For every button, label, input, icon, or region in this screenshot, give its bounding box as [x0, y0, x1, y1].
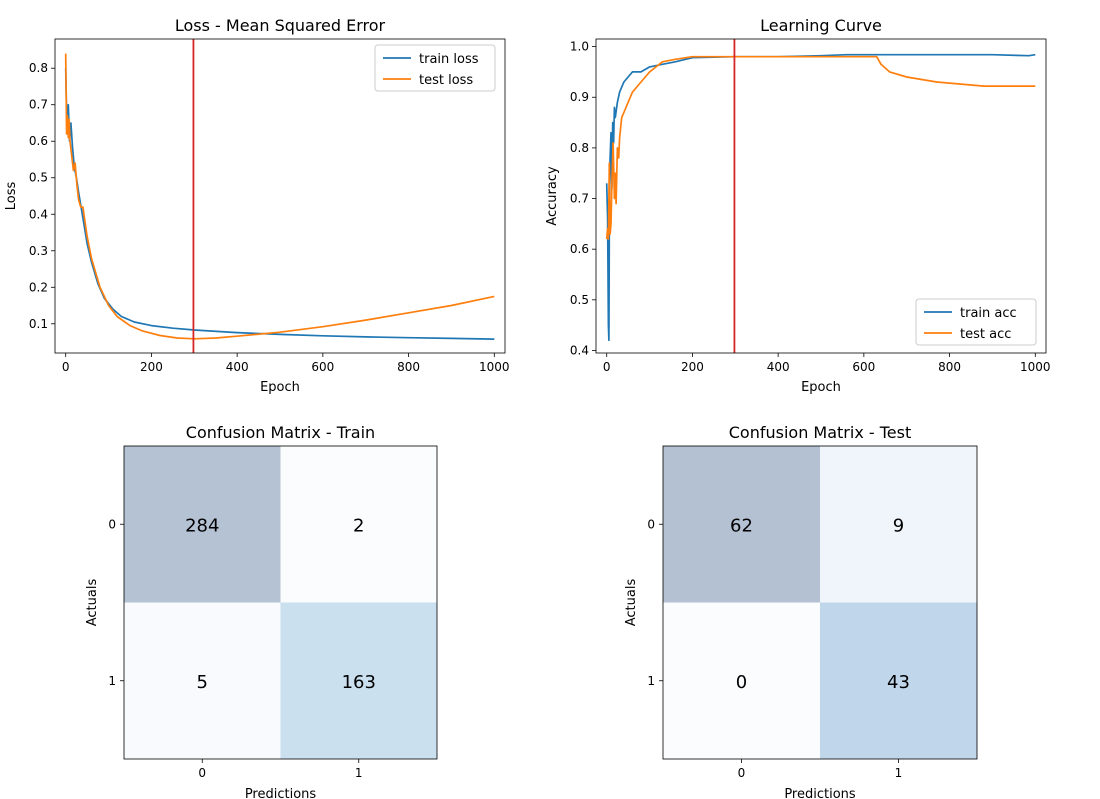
series-line-test-loss [64, 53, 495, 340]
legend: train loss test loss [374, 44, 496, 92]
matrix-cell [280, 446, 437, 603]
y-tick-label: 0.5 [29, 171, 48, 185]
chart-loss: Loss - Mean Squared Error 0 200 400 600 800 10… [4, 16, 510, 395]
matrix-cell [820, 446, 977, 603]
chart-acc: Learning Curve 0 200 400 600 800 1000 0.4 0.5 0.6… [545, 16, 1051, 395]
x-tick-label: 1000 [1020, 360, 1051, 374]
legend-label: test loss [419, 73, 473, 88]
matrix-cell [124, 446, 281, 603]
chart-title: Confusion Matrix - Train [186, 423, 375, 442]
matrix-cell [663, 602, 820, 759]
y-tick-label: 0.5 [570, 293, 589, 307]
x-tick-label: 400 [226, 360, 249, 374]
y-tick-label: 0.7 [29, 98, 48, 112]
chart-title: Learning Curve [760, 16, 882, 35]
y-axis-label: Actuals [85, 579, 100, 627]
y-tick-label: 1 [108, 674, 116, 688]
y-tick-label: 0.6 [29, 134, 48, 148]
matrix-cell-value: 9 [893, 515, 904, 536]
axes-frame [595, 38, 1047, 354]
x-tick-label: 600 [311, 360, 334, 374]
x-tick-label: 200 [140, 360, 163, 374]
y-tick-label: 0.3 [29, 244, 48, 258]
y-axis-label: Accuracy [545, 166, 560, 226]
matrix-cell-value: 0 [736, 672, 747, 693]
x-axis-label: Predictions [245, 787, 317, 799]
chart-cm_test: Confusion Matrix - Test 62 9 0 43 0 1 0 1 Predict… [624, 423, 978, 799]
axes-frame [54, 38, 506, 354]
x-tick-label: 200 [681, 360, 704, 374]
legend-label: train acc [960, 306, 1017, 321]
y-tick-label: 0.8 [570, 141, 589, 155]
series-line-test-acc [605, 55, 1036, 240]
matrix-cell-value: 163 [342, 672, 376, 693]
x-tick-label: 0 [62, 360, 70, 374]
y-tick-label: 0.4 [29, 207, 48, 221]
legend: train acc test acc [915, 298, 1037, 346]
y-tick-label: 0 [647, 517, 655, 531]
matrix-cell [124, 602, 281, 759]
x-tick-label: 600 [852, 360, 875, 374]
y-tick-label: 0.4 [570, 343, 589, 357]
y-tick-label: 0.8 [29, 61, 48, 75]
x-axis-label: Epoch [801, 380, 841, 395]
y-tick-label: 0.1 [29, 317, 48, 331]
chart-title: Confusion Matrix - Test [729, 423, 912, 442]
y-axis-label: Actuals [624, 579, 639, 627]
matrix-cell [820, 602, 977, 759]
y-tick-label: 0.9 [570, 90, 589, 104]
y-tick-label: 0.6 [570, 242, 589, 256]
x-axis-label: Epoch [260, 380, 300, 395]
x-tick-label: 1 [895, 766, 903, 780]
matrix-cell-value: 43 [887, 672, 910, 693]
chart-title: Loss - Mean Squared Error [175, 16, 386, 35]
x-tick-label: 800 [938, 360, 961, 374]
y-tick-label: 0.2 [29, 280, 48, 294]
chart-cm_train: Confusion Matrix - Train 284 2 5 163 0 1 0 1 Pred… [85, 423, 438, 799]
matrix-cell-value: 284 [185, 515, 219, 536]
x-tick-label: 1000 [479, 360, 510, 374]
y-tick-label: 1.0 [570, 40, 589, 54]
matrix-cell-value: 2 [353, 515, 364, 536]
x-tick-label: 800 [397, 360, 420, 374]
x-tick-label: 0 [603, 360, 611, 374]
legend-label: test acc [960, 327, 1011, 342]
axes-frame [123, 445, 438, 760]
x-axis-label: Predictions [784, 787, 856, 799]
matrix-cell-value: 5 [197, 672, 208, 693]
matrix-cell [663, 446, 820, 603]
legend-label: train loss [419, 52, 479, 67]
y-tick-label: 1 [647, 674, 655, 688]
y-tick-label: 0 [108, 517, 116, 531]
matrix-cell-value: 62 [730, 515, 753, 536]
axes-frame [662, 445, 978, 760]
x-tick-label: 0 [198, 766, 206, 780]
x-tick-label: 400 [767, 360, 790, 374]
y-tick-label: 0.7 [570, 192, 589, 206]
y-axis-label: Loss [4, 182, 19, 211]
x-tick-label: 0 [738, 766, 746, 780]
x-tick-label: 1 [355, 766, 363, 780]
matrix-cell [280, 602, 437, 759]
series-line-train-acc [605, 53, 1036, 342]
